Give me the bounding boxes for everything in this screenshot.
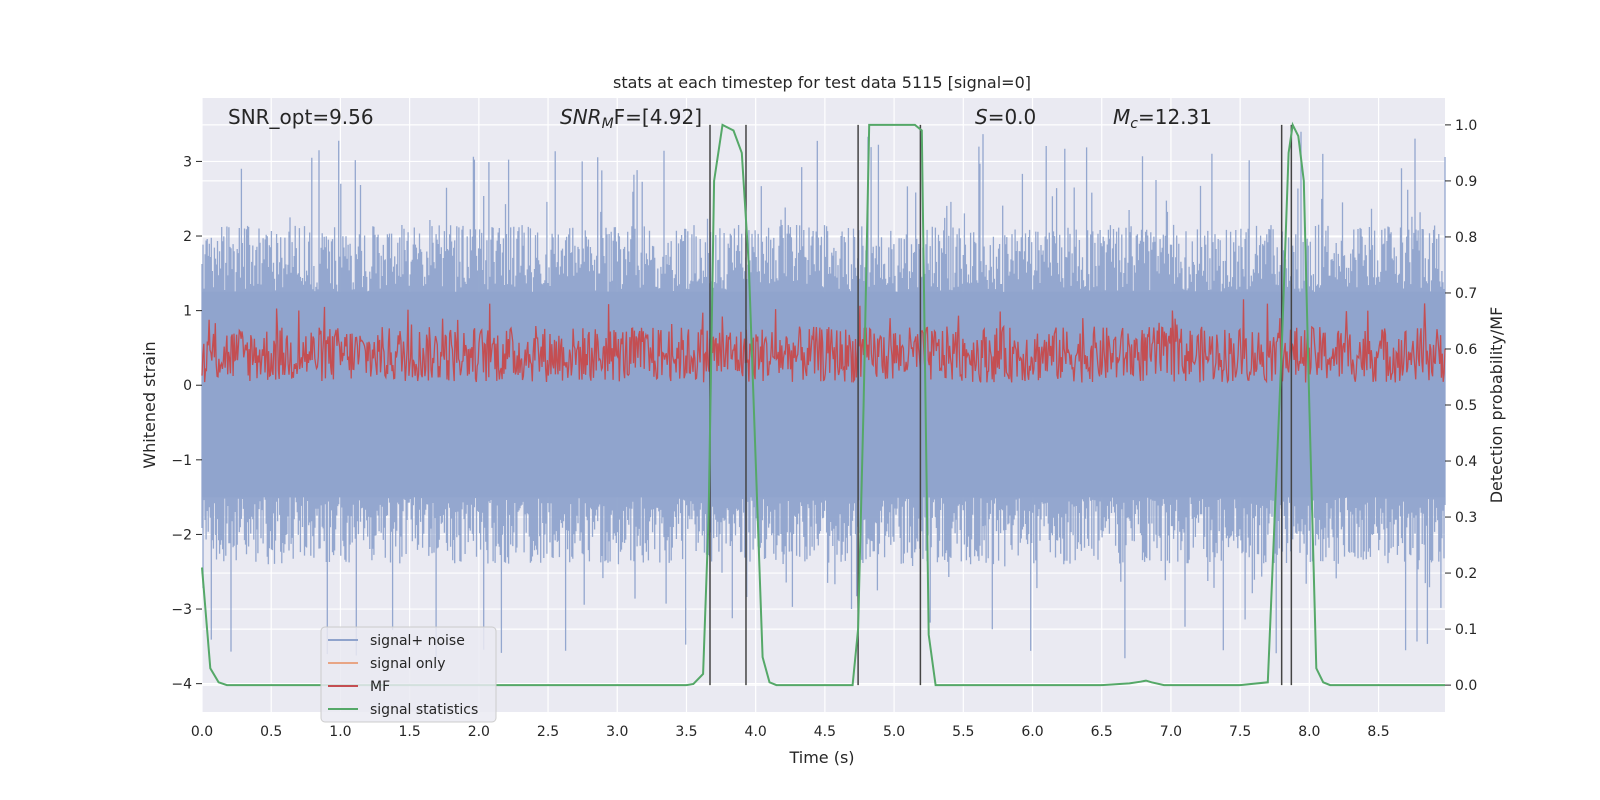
mf-series bbox=[201, 299, 1446, 384]
signal-statistics-series bbox=[201, 121, 1445, 687]
x-tick-label: 6.5 bbox=[1091, 724, 1113, 740]
x-tick-label: 6.0 bbox=[1021, 724, 1043, 740]
x-tick-label: 1.5 bbox=[398, 724, 420, 740]
x-tick-label: 2.5 bbox=[537, 724, 559, 740]
left-y-tick-label: −1 bbox=[171, 453, 192, 469]
x-tick-label: 4.0 bbox=[745, 724, 767, 740]
x-tick-label: 8.5 bbox=[1367, 724, 1389, 740]
right-y-tick-label: 1.0 bbox=[1455, 118, 1477, 134]
left-y-tick-label: 0 bbox=[183, 378, 192, 394]
chart-title: stats at each timestep for test data 511… bbox=[613, 73, 1031, 92]
left-y-axis-ticks: −4 −3 −2 −1 0 1 2 3 bbox=[171, 154, 202, 693]
x-tick-label: 2.0 bbox=[468, 724, 490, 740]
left-y-tick-label: −2 bbox=[171, 527, 192, 543]
signal-noise-core-band bbox=[202, 291, 1445, 498]
x-tick-label: 0.5 bbox=[260, 724, 282, 740]
x-tick-label: 5.0 bbox=[883, 724, 905, 740]
annotation-mc-rest: =12.31 bbox=[1138, 105, 1212, 129]
annotation-s-main: S bbox=[975, 105, 988, 129]
x-tick-label: 5.5 bbox=[952, 724, 974, 740]
signal-noise-series bbox=[201, 131, 1446, 659]
x-tick-label: 7.0 bbox=[1160, 724, 1182, 740]
right-y-tick-label: 0.5 bbox=[1455, 398, 1477, 414]
annotation-mc-main: M bbox=[1113, 105, 1130, 129]
annotation-s: S=0.0 bbox=[975, 105, 1036, 129]
legend-label-signal-only: signal only bbox=[370, 656, 445, 672]
right-y-tick-label: 0.4 bbox=[1455, 454, 1477, 470]
legend-label-mf: MF bbox=[370, 679, 390, 695]
right-y-tick-label: 0.7 bbox=[1455, 286, 1477, 302]
right-y-tick-label: 0.8 bbox=[1455, 230, 1477, 246]
left-y-axis-label: Whitened strain bbox=[140, 341, 159, 468]
annotation-snr-mf: SNRMF=[4.92] bbox=[560, 105, 702, 132]
right-y-tick-label: 0.1 bbox=[1455, 622, 1477, 638]
left-y-tick-label: 1 bbox=[183, 304, 192, 320]
annotation-mc-sub: c bbox=[1130, 116, 1138, 132]
x-tick-label: 7.5 bbox=[1229, 724, 1251, 740]
annotation-snr-mf-sub: M bbox=[602, 116, 614, 132]
legend-label-signal-noise: signal+ noise bbox=[370, 633, 465, 649]
legend-label-signal-statistics: signal statistics bbox=[370, 702, 478, 718]
x-tick-label: 8.0 bbox=[1298, 724, 1320, 740]
right-y-tick-label: 0.2 bbox=[1455, 566, 1477, 582]
left-y-tick-label: 2 bbox=[183, 229, 192, 245]
annotation-snr-mf-main: SNR bbox=[560, 105, 602, 129]
x-axis-ticks: 0.0 0.5 1.0 1.5 2.0 2.5 3.0 3.5 4.0 4.5 5.0 5.5 6.0 6… bbox=[191, 724, 1390, 740]
x-axis-label: Time (s) bbox=[788, 748, 854, 767]
legend-box bbox=[320, 626, 497, 723]
x-tick-label: 1.0 bbox=[329, 724, 351, 740]
x-tick-label: 3.0 bbox=[606, 724, 628, 740]
right-y-axis-label: Detection probability/MF bbox=[1487, 307, 1506, 504]
x-tick-label: 4.5 bbox=[814, 724, 836, 740]
legend: signal+ noise signal only MF signal stat… bbox=[320, 626, 497, 723]
right-y-tick-label: 0.3 bbox=[1455, 510, 1477, 526]
signal-statistics-line bbox=[201, 121, 1445, 687]
annotation-mc: Mc=12.31 bbox=[1113, 105, 1212, 132]
left-y-tick-label: −3 bbox=[171, 602, 192, 618]
left-y-tick-label: −4 bbox=[171, 677, 192, 693]
right-y-axis-ticks: 0.0 0.1 0.2 0.3 0.4 0.5 0.6 0.7 0.8 0.9 1.0 bbox=[1445, 118, 1477, 694]
annotation-s-rest: =0.0 bbox=[988, 105, 1037, 129]
left-y-tick-label: 3 bbox=[183, 154, 192, 170]
right-y-tick-label: 0.6 bbox=[1455, 342, 1477, 358]
annotation-snr-opt: SNR_opt=9.56 bbox=[228, 105, 374, 129]
right-y-tick-label: 0.9 bbox=[1455, 174, 1477, 190]
annotation-snr-mf-rest: F=[4.92] bbox=[614, 105, 702, 129]
x-tick-label: 3.5 bbox=[675, 724, 697, 740]
mf-line bbox=[201, 299, 1446, 384]
x-tick-label: 0.0 bbox=[191, 724, 213, 740]
right-y-tick-label: 0.0 bbox=[1455, 678, 1477, 694]
